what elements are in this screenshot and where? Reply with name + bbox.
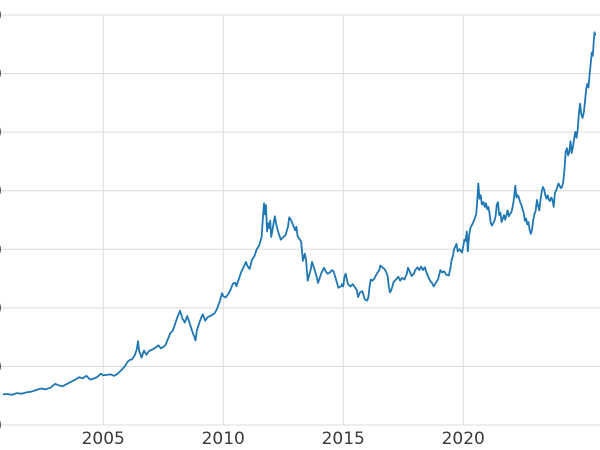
y-tick-label-clipped: 0 <box>0 416 2 436</box>
x-tick-label: 2010 <box>202 429 245 449</box>
y-tick-label-clipped: 1500 <box>0 240 2 260</box>
y-tick-label-clipped: 3500 <box>0 6 2 26</box>
x-tick-label: 2020 <box>442 429 485 449</box>
x-tick-label: 2015 <box>322 429 365 449</box>
y-tick-label-clipped: 2000 <box>0 182 2 202</box>
y-tick-label-clipped: 500 <box>0 357 2 377</box>
y-tick-label-clipped: 3000 <box>0 65 2 85</box>
y-tick-label-clipped: 2500 <box>0 123 2 143</box>
x-tick-label: 2005 <box>82 429 125 449</box>
y-tick-label-clipped: 1000 <box>0 299 2 319</box>
price-line <box>2 31 597 396</box>
